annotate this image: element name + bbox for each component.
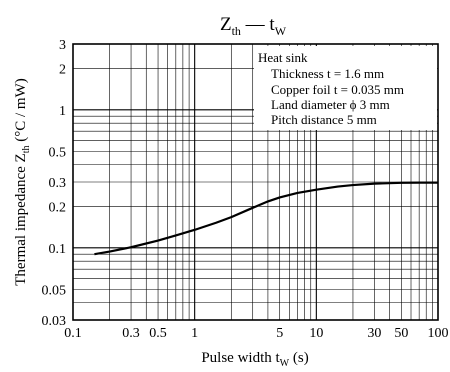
- x-tick-label: 0.5: [149, 326, 167, 341]
- y-tick-label: 1: [59, 104, 66, 119]
- annotation-line-thickness: Thickness t = 1.6 mm: [271, 66, 384, 81]
- series-line-thermal-impedance: [94, 181, 438, 256]
- x-tick-label: 30: [367, 326, 381, 341]
- annotation-line-heat-sink: Heat sink: [258, 50, 308, 65]
- x-tick-label: 5: [276, 326, 283, 341]
- y-tick-label: 3: [59, 38, 66, 53]
- annotation-line-land-diameter: Land diameter ϕ 3 mm: [271, 97, 390, 112]
- y-tick-label: 0.1: [49, 242, 67, 257]
- heat-sink-annotation: Heat sink Thickness t = 1.6 mm Copper fo…: [254, 46, 437, 130]
- y-tick-label: 0.03: [42, 314, 67, 329]
- y-tick-label: 0.3: [49, 176, 67, 191]
- y-axis-label: Thermal impedance Zth (°C / mW): [13, 78, 32, 285]
- x-tick-label: 50: [394, 326, 408, 341]
- y-tick-label: 0.2: [49, 200, 67, 215]
- x-tick-label: 0.1: [64, 326, 82, 341]
- y-tick-label: 2: [59, 62, 66, 77]
- y-tick-labels: 0.03 0.05 0.1 0.2 0.3 0.5 1 2 3: [42, 38, 67, 329]
- x-tick-label: 10: [309, 326, 323, 341]
- y-tick-label: 0.05: [42, 283, 67, 298]
- annotation-line-pitch-distance: Pitch distance 5 mm: [271, 112, 377, 127]
- x-tick-labels: 0.1 0.3 0.5 1 5 10 30 50 100: [64, 326, 448, 341]
- annotation-box: [254, 46, 437, 130]
- x-axis-label: Pulse width tW (s): [201, 350, 308, 369]
- chart-title: Zth — tW: [220, 14, 287, 38]
- y-tick-label: 0.5: [49, 145, 67, 160]
- x-tick-label: 0.3: [122, 326, 140, 341]
- x-tick-label: 100: [428, 326, 449, 341]
- annotation-line-copper-foil: Copper foil t = 0.035 mm: [271, 82, 404, 97]
- x-tick-label: 1: [191, 326, 198, 341]
